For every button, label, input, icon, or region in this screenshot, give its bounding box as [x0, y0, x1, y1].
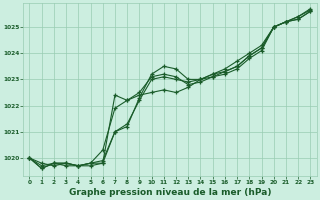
X-axis label: Graphe pression niveau de la mer (hPa): Graphe pression niveau de la mer (hPa) — [69, 188, 271, 197]
